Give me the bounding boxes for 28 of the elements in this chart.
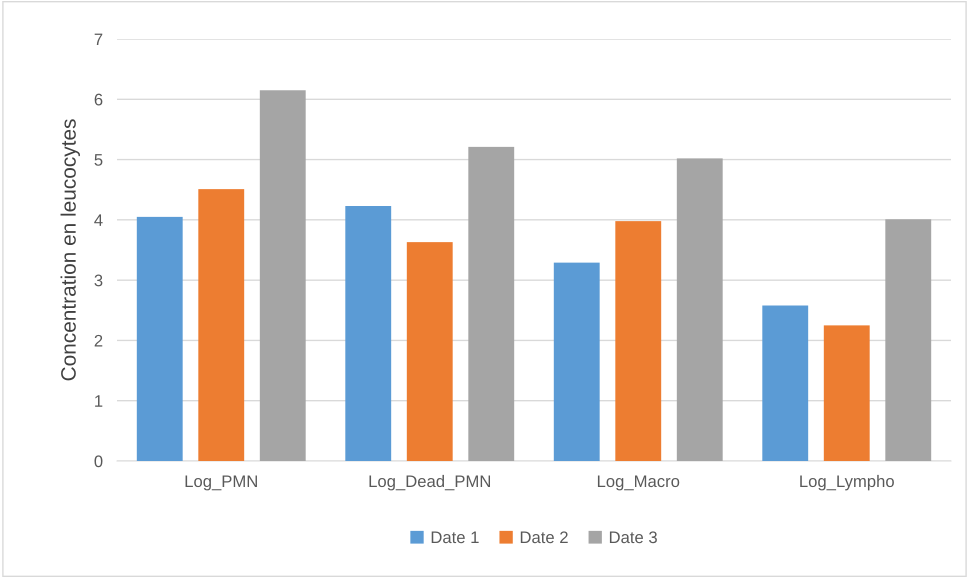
bar <box>824 325 870 461</box>
y-tick-label: 3 <box>94 274 102 286</box>
bar <box>554 262 600 461</box>
x-tick-label: Log_Dead_PMN <box>370 474 490 490</box>
bar <box>260 90 306 461</box>
y-tick-label: 2 <box>94 334 102 346</box>
bar <box>762 305 808 461</box>
y-tick-label: 6 <box>94 94 102 106</box>
x-tick-label: Log_Lympho <box>800 474 894 490</box>
bar <box>615 221 662 461</box>
bar <box>345 206 392 461</box>
bar <box>885 219 932 461</box>
x-tick-label: Log_PMN <box>186 476 257 490</box>
y-axis-title: Concentration en leucocytes <box>60 119 80 380</box>
y-tick-label: 0 <box>94 455 102 468</box>
bar <box>468 146 514 461</box>
legend-label: Date 2 <box>520 531 568 544</box>
bar <box>136 216 183 461</box>
legend-label: Date 3 <box>610 531 657 544</box>
x-tick-label: Log_Macro <box>598 476 680 490</box>
y-tick-label: 1 <box>95 395 102 407</box>
legend-label: Date 1 <box>432 532 479 544</box>
bar <box>406 242 453 461</box>
bar <box>198 189 244 461</box>
y-tick-label: 4 <box>94 214 103 226</box>
bar <box>676 158 723 461</box>
y-tick-label: 7 <box>94 34 102 46</box>
y-tick-label: 5 <box>94 154 102 166</box>
